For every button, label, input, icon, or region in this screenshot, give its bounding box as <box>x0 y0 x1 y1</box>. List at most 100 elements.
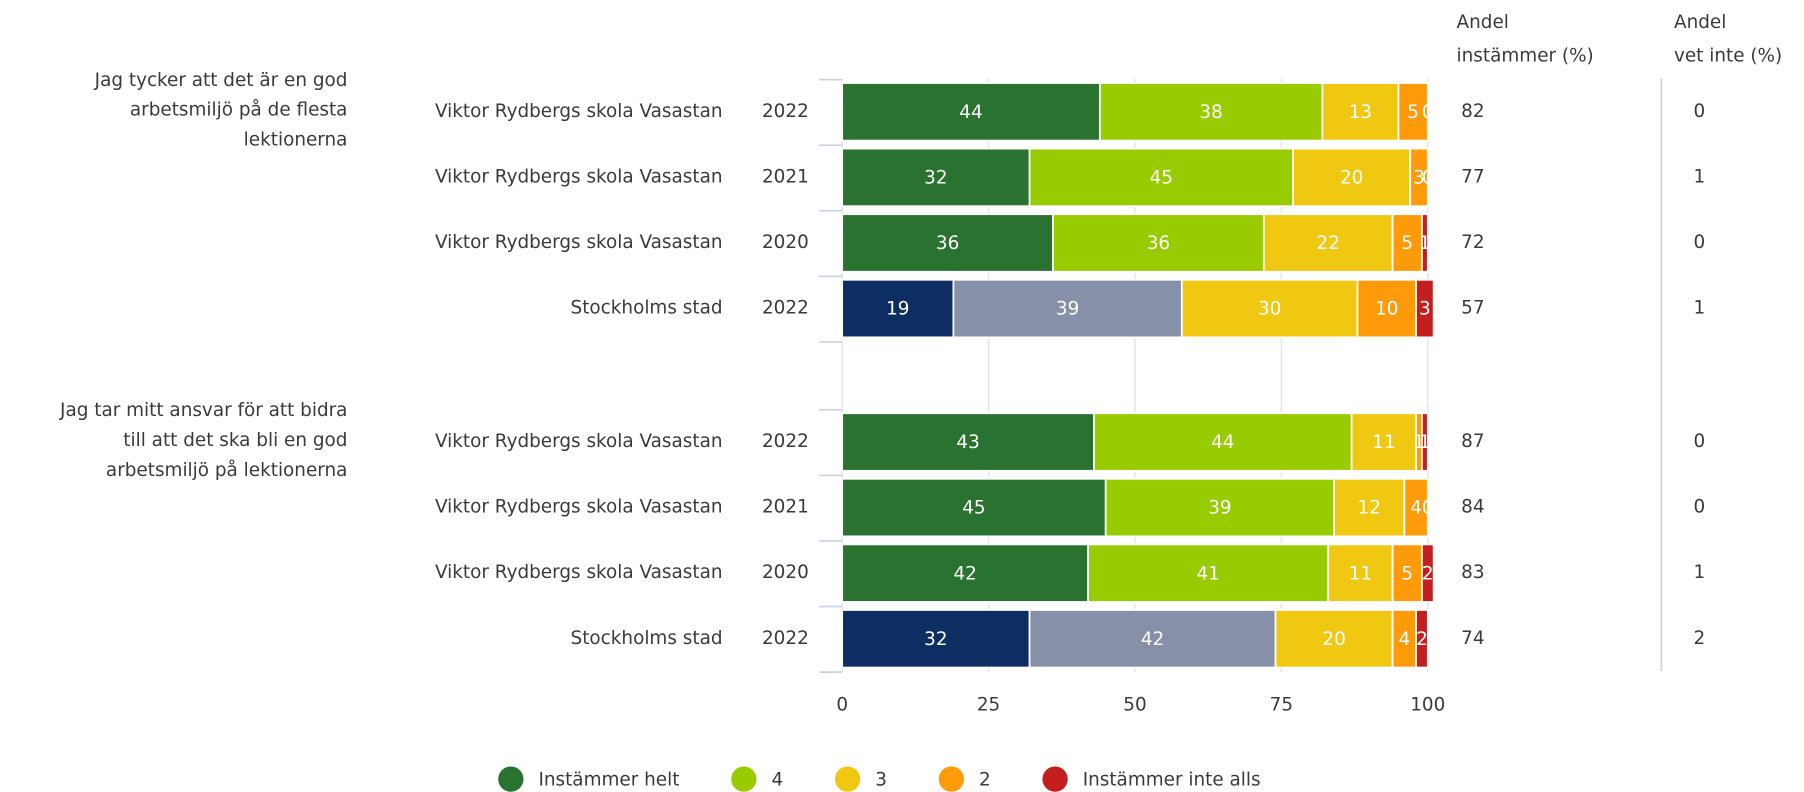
year-label: 2022 <box>762 298 809 319</box>
bar-segment <box>1028 147 1294 208</box>
year-label: 2021 <box>762 497 809 518</box>
row-label: Stockholms stad <box>571 298 723 319</box>
legend-swatch <box>938 766 964 792</box>
dont-know-header: Andel <box>1674 12 1726 33</box>
year-label: 2021 <box>762 166 809 187</box>
legend-swatch <box>498 766 524 792</box>
question-label: Jag tycker att det är en god <box>94 70 348 91</box>
row-label: Stockholms stad <box>571 628 723 649</box>
segment-label: 1 <box>1419 233 1431 254</box>
bar-segment <box>1274 609 1394 669</box>
x-tick-label: 100 <box>1410 694 1445 715</box>
question-label: Jag tar mitt ansvar för att bidra <box>59 400 347 421</box>
segment-label: 11 <box>1349 563 1372 584</box>
bar-segment <box>1098 82 1324 142</box>
year-label: 2022 <box>762 628 809 649</box>
legend-swatch <box>1042 766 1068 792</box>
dont-know-value: 2 <box>1694 628 1706 649</box>
row-label: Viktor Rydbergs skola Vasastan <box>435 232 723 253</box>
dont-know-value: 1 <box>1694 562 1706 583</box>
segment-label: 1 <box>1419 432 1431 453</box>
segment-label: 4 <box>1410 498 1422 519</box>
segment-label: 32 <box>924 629 947 650</box>
segment-label: 1 <box>1413 432 1425 453</box>
x-tick-label: 50 <box>1123 694 1146 715</box>
segment-label: 42 <box>953 563 976 584</box>
segment-label: 3 <box>1419 299 1431 320</box>
segment-label: 36 <box>1147 233 1170 254</box>
bar-segment <box>1409 147 1429 208</box>
segment-label: 44 <box>959 102 982 123</box>
segment-label: 5 <box>1401 233 1413 254</box>
bar-segment <box>1087 543 1330 603</box>
bar-segment <box>1104 477 1335 538</box>
bar-segment <box>1327 543 1394 603</box>
bar-segment <box>841 278 955 339</box>
bar-segment <box>1180 278 1359 339</box>
legend-swatch <box>834 766 861 792</box>
segment-label: 22 <box>1317 233 1340 254</box>
segment-label: 38 <box>1199 102 1222 123</box>
segment-label: 36 <box>936 233 959 254</box>
agree-value: 74 <box>1461 628 1484 649</box>
segment-label: 45 <box>962 498 985 519</box>
year-label: 2022 <box>762 431 809 452</box>
bar-segment <box>1093 412 1353 472</box>
bar-segment <box>952 278 1183 339</box>
segment-label: 39 <box>1056 299 1079 320</box>
agree-value: 87 <box>1461 431 1484 452</box>
bar-segment <box>1391 213 1423 273</box>
bar-segment <box>841 477 1107 538</box>
bar-segment <box>841 213 1054 273</box>
agree-value: 84 <box>1461 497 1484 518</box>
legend-label: 2 <box>979 769 991 790</box>
dont-know-header: vet inte (%) <box>1674 46 1782 67</box>
dont-know-value: 0 <box>1694 431 1706 452</box>
bar-segment <box>1356 278 1417 339</box>
bar-segment <box>1403 477 1429 538</box>
bar-segment <box>841 412 1095 472</box>
dont-know-value: 1 <box>1694 298 1706 319</box>
bar-segment <box>1421 412 1429 472</box>
segment-label: 5 <box>1401 563 1413 584</box>
row-label: Viktor Rydbergs skola Vasastan <box>435 101 723 122</box>
legend-label: 3 <box>875 769 887 790</box>
bar-segment <box>1415 278 1435 339</box>
segment-label: 2 <box>1416 629 1428 650</box>
agree-value: 77 <box>1461 166 1484 187</box>
bar-segment <box>841 609 1031 669</box>
segment-label: 41 <box>1196 563 1219 584</box>
segment-label: 20 <box>1322 629 1345 650</box>
segment-label: 30 <box>1258 299 1281 320</box>
bar-segment <box>1292 147 1412 208</box>
row-label: Viktor Rydbergs skola Vasastan <box>435 562 723 583</box>
segment-label: 11 <box>1372 432 1395 453</box>
segment-label: 32 <box>924 168 947 189</box>
agree-value: 57 <box>1461 298 1484 319</box>
question-label: till att det ska bli en god <box>123 430 347 451</box>
segment-label: 42 <box>1141 629 1164 650</box>
segment-label: 44 <box>1211 432 1234 453</box>
bar-segment <box>1397 82 1429 142</box>
segment-label: 39 <box>1208 498 1231 519</box>
agree-value: 82 <box>1461 101 1484 122</box>
x-tick-label: 75 <box>1270 694 1293 715</box>
segment-label: 10 <box>1375 299 1398 320</box>
segment-label: 19 <box>886 299 909 320</box>
dont-know-value: 0 <box>1694 101 1706 122</box>
bar-segment <box>1321 82 1400 142</box>
legend-swatch <box>731 766 757 792</box>
segment-label: 0 <box>1422 168 1434 189</box>
row-label: Viktor Rydbergs skola Vasastan <box>435 166 723 187</box>
legend-label: 4 <box>771 769 783 790</box>
year-label: 2020 <box>762 562 809 583</box>
row-label: Viktor Rydbergs skola Vasastan <box>435 431 723 452</box>
bar-segment <box>1333 477 1406 538</box>
segment-label: 5 <box>1407 102 1419 123</box>
row-label: Viktor Rydbergs skola Vasastan <box>435 497 723 518</box>
bar-segment <box>841 82 1101 142</box>
segment-label: 12 <box>1358 498 1381 519</box>
legend-label: Instämmer inte alls <box>1083 769 1261 790</box>
segment-label: 45 <box>1150 168 1173 189</box>
